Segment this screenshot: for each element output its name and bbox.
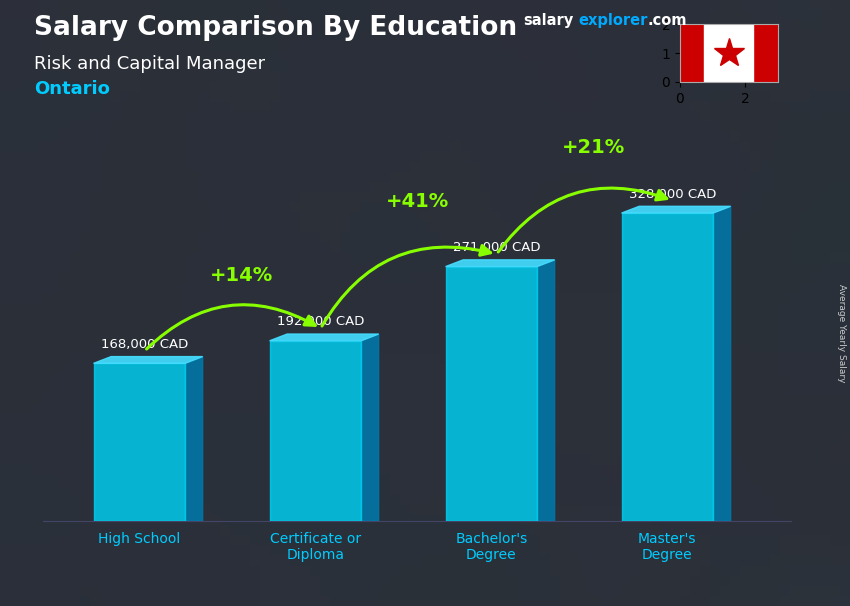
Bar: [269, 341, 361, 521]
Polygon shape: [537, 260, 555, 521]
Text: .com: .com: [648, 13, 687, 28]
Bar: [94, 364, 185, 521]
Text: 328,000 CAD: 328,000 CAD: [629, 188, 717, 201]
Text: Ontario: Ontario: [34, 80, 110, 98]
Bar: [705, 24, 753, 82]
Text: +14%: +14%: [210, 266, 273, 285]
Text: Salary Comparison By Education: Salary Comparison By Education: [34, 15, 517, 41]
Polygon shape: [361, 334, 378, 521]
Text: Average Yearly Salary: Average Yearly Salary: [836, 284, 846, 382]
Polygon shape: [269, 334, 378, 341]
Text: +41%: +41%: [386, 192, 449, 211]
Text: explorer: explorer: [578, 13, 648, 28]
Bar: [753, 24, 778, 82]
Bar: [680, 24, 705, 82]
Text: 192,000 CAD: 192,000 CAD: [277, 315, 365, 328]
Text: 271,000 CAD: 271,000 CAD: [453, 241, 541, 254]
Text: 168,000 CAD: 168,000 CAD: [101, 338, 188, 351]
Text: +21%: +21%: [562, 138, 625, 158]
Text: salary: salary: [523, 13, 573, 28]
Text: Risk and Capital Manager: Risk and Capital Manager: [34, 55, 265, 73]
Polygon shape: [713, 206, 731, 521]
Polygon shape: [621, 206, 731, 213]
Bar: [621, 213, 713, 521]
Bar: [445, 267, 537, 521]
Polygon shape: [445, 260, 555, 267]
Polygon shape: [185, 356, 202, 521]
Polygon shape: [94, 356, 202, 364]
